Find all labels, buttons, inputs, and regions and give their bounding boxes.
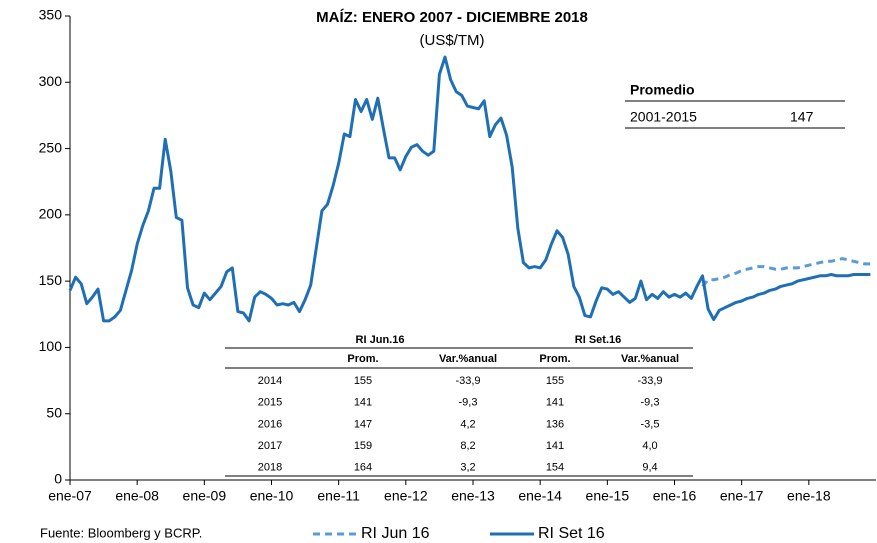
table-cell: 2017 [258,440,282,452]
x-tick-label: ene-10 [250,488,294,504]
y-tick-label: 250 [39,139,63,155]
table-column-header: Var.%anual [439,353,497,365]
table-cell: 141 [354,397,372,409]
table-cell: 141 [546,440,564,452]
summary-title: Promedio [630,82,695,98]
table-cell: 155 [354,375,372,387]
x-tick-label: ene-12 [384,488,428,504]
table-group-header: RI Set.16 [575,334,621,346]
table-cell: 141 [546,397,564,409]
table-cell: 4,2 [460,418,475,430]
table-cell: 4,0 [642,440,657,452]
table-group-header: RI Jun.16 [356,334,405,346]
table-cell: 147 [354,418,372,430]
table-cell: 3,2 [460,462,475,474]
y-tick-label: 0 [54,471,62,487]
x-tick-label: ene-08 [115,488,159,504]
legend-label: RI Jun 16 [361,525,430,542]
y-tick-label: 300 [39,73,63,89]
table-cell: 154 [546,462,564,474]
table-cell: 9,4 [642,462,657,474]
table-cell: 159 [354,440,372,452]
x-tick-label: ene-15 [586,488,630,504]
y-tick-label: 200 [39,206,63,222]
table-cell: 136 [546,418,564,430]
table-cell: 164 [354,462,372,474]
y-tick-label: 350 [39,7,63,23]
series-line [701,257,871,288]
table-cell: -9,3 [459,397,478,409]
series-line [68,55,871,323]
table-cell: 8,2 [460,440,475,452]
legend-label: RI Set 16 [538,525,605,542]
y-tick-label: 150 [39,272,63,288]
summary-cell: 2001-2015 [630,109,697,125]
y-tick-label: 100 [39,338,63,354]
table-cell: 2016 [258,418,282,430]
table-cell: -33,9 [637,375,662,387]
table-cell: 2015 [258,397,282,409]
x-tick-label: ene-16 [653,488,697,504]
chart-title: MAÍZ: ENERO 2007 - DICIEMBRE 2018 [316,9,588,26]
chart-subtitle: (US$/TM) [420,32,485,49]
table-column-header: Prom. [347,353,378,365]
x-tick-label: ene-14 [518,488,562,504]
x-tick-label: ene-13 [451,488,495,504]
table-cell: 2018 [258,462,282,474]
table-background [225,332,693,477]
table-cell: -33,9 [455,375,480,387]
y-tick-label: 50 [46,404,62,420]
table-cell: -9,3 [641,397,660,409]
table-column-header: Prom. [539,353,570,365]
table-cell: 2014 [258,375,282,387]
table-column-header: Var.%anual [621,353,679,365]
table-cell: 155 [546,375,564,387]
x-tick-label: ene-17 [720,488,764,504]
x-tick-label: ene-18 [787,488,831,504]
x-tick-label: ene-11 [317,488,360,504]
table-cell: -3,5 [641,418,660,430]
source-note: Fuente: Bloomberg y BCRP. [40,525,202,540]
summary-cell: 147 [790,109,814,125]
x-tick-label: ene-07 [48,488,92,504]
x-tick-label: ene-09 [183,488,227,504]
